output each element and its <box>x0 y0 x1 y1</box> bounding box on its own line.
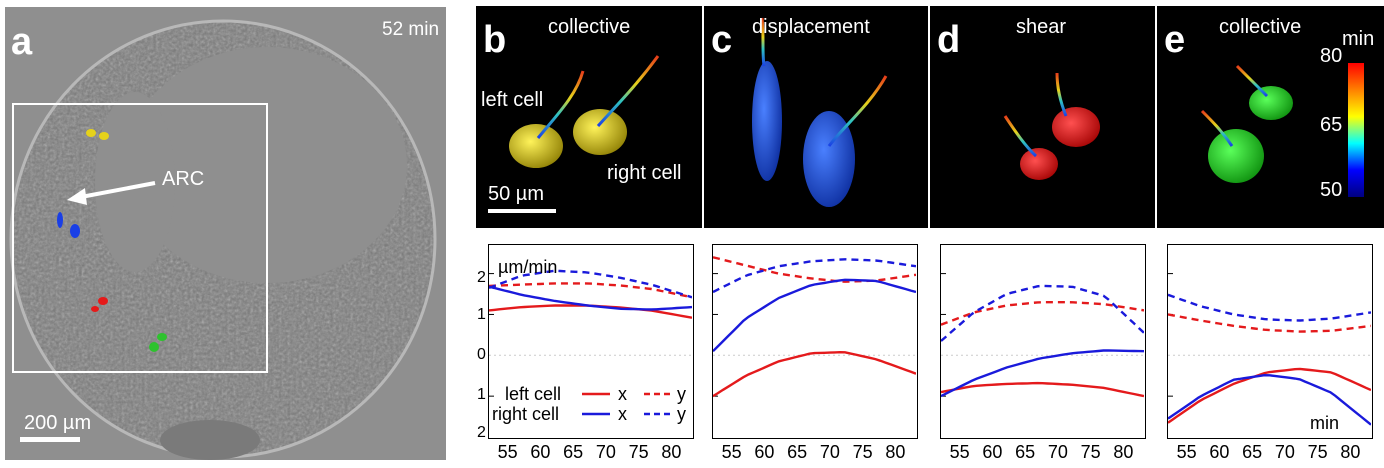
colorbar-tick: 80 <box>1320 45 1343 67</box>
series-line <box>713 350 916 398</box>
x-tick-label: 70 <box>595 442 616 462</box>
panel-e-label: e <box>1164 19 1186 61</box>
cells-render <box>1200 63 1364 197</box>
series-line <box>489 304 692 319</box>
plot-d <box>940 244 1146 439</box>
legend-x: x <box>618 404 627 424</box>
y-unit-label: µm/min <box>498 257 558 277</box>
cells-render <box>488 55 660 213</box>
x-tick-label: 65 <box>787 442 808 462</box>
series-line <box>713 278 916 353</box>
x-tick-label: 80 <box>885 442 906 462</box>
scale-bar-label: 200 µm <box>24 412 92 434</box>
series-line <box>713 256 916 283</box>
x-tick-label: 75 <box>1307 442 1328 462</box>
y-tick-label: 2 <box>477 424 486 441</box>
panel-a-label: a <box>11 21 33 63</box>
x-tick-label: 75 <box>1080 442 1101 462</box>
cells-render <box>1003 72 1100 180</box>
series-line <box>489 282 692 299</box>
legend-left-cell: left cell <box>505 384 562 404</box>
y-tick-label: 1 <box>477 306 486 323</box>
series-line <box>489 285 692 311</box>
colorbar <box>1348 63 1364 197</box>
panel-d-label: d <box>937 19 961 61</box>
legend-x: x <box>618 384 627 404</box>
colorbar-tick: 65 <box>1320 114 1343 136</box>
right-cell-label: right cell <box>607 162 682 184</box>
series-line <box>1168 293 1371 322</box>
x-tick-label: 80 <box>661 442 682 462</box>
y-tick-label: 2 <box>477 269 486 286</box>
left-cell-label: left cell <box>481 89 544 111</box>
x-tick-label: 65 <box>1015 442 1036 462</box>
series-line <box>941 381 1144 398</box>
colorbar-tick: 50 <box>1320 179 1343 201</box>
y-tick-label: 1 <box>477 386 486 403</box>
colorbar-unit: min <box>1342 28 1375 50</box>
x-tick-label: 80 <box>1340 442 1361 462</box>
x-tick-label: 75 <box>852 442 873 462</box>
panel-a-micrograph: a 52 min ARC 200 µm <box>5 7 446 460</box>
plot-c <box>712 244 918 439</box>
arc-label: ARC <box>162 168 205 190</box>
panel-b-render: b collective left cell right cell 50 µm <box>476 6 702 228</box>
legend-y: y <box>677 404 686 424</box>
time-stamp: 52 min <box>382 19 440 40</box>
panel-e-title: collective <box>1219 16 1302 38</box>
x-tick-label: 55 <box>1176 442 1197 462</box>
panel-d-title: shear <box>1016 16 1067 38</box>
x-tick-label: 65 <box>563 442 584 462</box>
x-tick-label: 55 <box>497 442 518 462</box>
series-line <box>1168 313 1371 333</box>
series-line <box>941 349 1144 398</box>
plot-b <box>488 244 694 439</box>
x-tick-label: 65 <box>1242 442 1263 462</box>
x-tick-label: 75 <box>628 442 649 462</box>
x-tick-label: 70 <box>819 442 840 462</box>
legend-swatches <box>582 392 672 416</box>
y-tick-label: 0 <box>477 346 486 363</box>
series-line <box>941 301 1144 326</box>
panel-d-render: d shear <box>930 6 1155 228</box>
x-unit-label: min <box>1310 413 1340 433</box>
plot-svg <box>1168 273 1371 426</box>
x-tick-label: 70 <box>1274 442 1295 462</box>
panel-b-title: collective <box>548 16 631 38</box>
x-tick-label: 80 <box>1113 442 1134 462</box>
plot-e <box>1167 244 1373 439</box>
embryo-image <box>9 19 437 460</box>
x-tick-label: 60 <box>982 442 1003 462</box>
plot-svg <box>941 273 1144 398</box>
scale-bar-label-b: 50 µm <box>488 183 544 205</box>
plot-svg <box>489 269 692 397</box>
legend-right-cell: right cell <box>492 404 560 424</box>
x-tick-label: 60 <box>1209 442 1230 462</box>
series-line <box>1168 367 1371 424</box>
panel-c-label: c <box>711 19 733 61</box>
series-line <box>713 258 916 294</box>
x-tick-label: 70 <box>1047 442 1068 462</box>
x-tick-label: 60 <box>754 442 775 462</box>
series-line <box>489 269 692 299</box>
cells-render <box>752 17 888 207</box>
panel-c-title: displacement <box>752 16 870 38</box>
panel-b-label: b <box>483 19 507 61</box>
series-line <box>1168 373 1371 426</box>
panel-c-render: c displacement <box>704 6 928 228</box>
panel-e-render: e collective min 80 65 50 <box>1157 6 1384 228</box>
x-tick-label: 55 <box>949 442 970 462</box>
plot-svg <box>713 256 916 398</box>
series-line <box>941 284 1144 342</box>
x-tick-label: 55 <box>721 442 742 462</box>
legend-y: y <box>677 384 686 404</box>
x-tick-label: 60 <box>530 442 551 462</box>
